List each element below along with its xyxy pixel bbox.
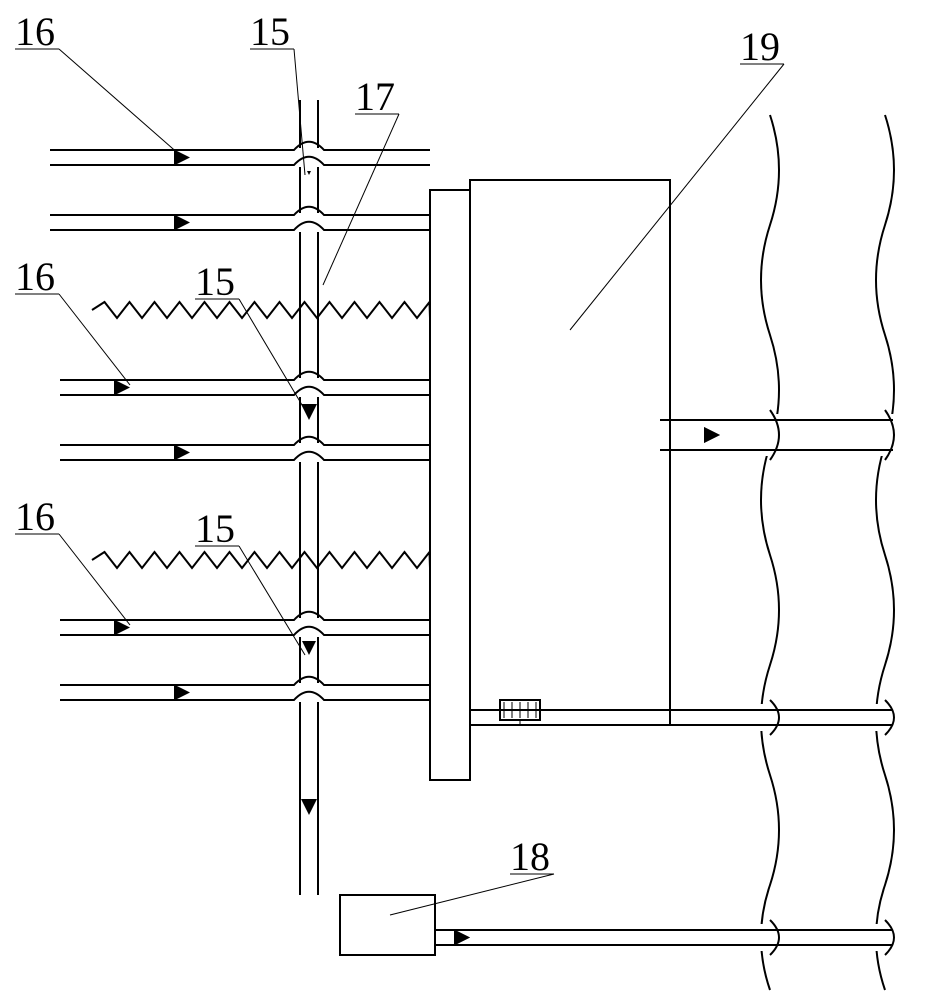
label-15b: 15 [195,259,235,304]
technical-diagram: 16 15 17 19 16 15 16 15 18 [0,0,929,1000]
label-16b: 16 [15,254,55,299]
label-18: 18 [510,834,550,879]
label-16a: 16 [15,9,55,54]
label-19: 19 [740,24,780,69]
label-15c: 15 [195,506,235,551]
label-16c: 16 [15,494,55,539]
label-17: 17 [355,74,395,119]
label-15a: 15 [250,9,290,54]
